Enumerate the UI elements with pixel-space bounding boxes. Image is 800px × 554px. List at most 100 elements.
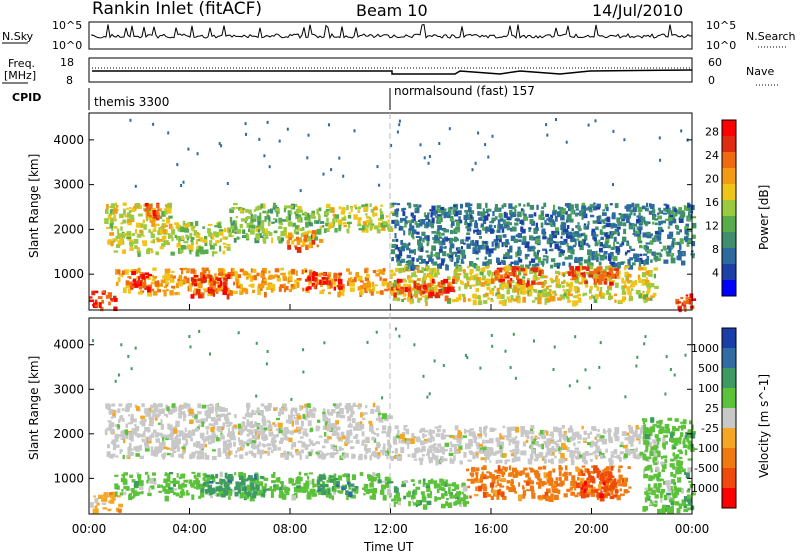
cell xyxy=(548,437,553,442)
cell xyxy=(412,236,415,240)
cell xyxy=(158,444,164,451)
cell xyxy=(370,477,374,483)
cell xyxy=(134,430,138,435)
band-4 xyxy=(316,474,356,497)
cell xyxy=(480,211,486,216)
cell xyxy=(449,243,455,249)
cell xyxy=(372,270,377,274)
cell xyxy=(587,433,590,439)
cell xyxy=(309,440,314,445)
cell xyxy=(152,228,157,232)
cell xyxy=(589,209,593,213)
cell xyxy=(395,492,400,497)
cell xyxy=(591,294,594,298)
cell xyxy=(114,491,118,497)
cell xyxy=(578,210,583,217)
cell xyxy=(346,494,349,501)
cell xyxy=(276,277,281,282)
cell xyxy=(619,444,624,448)
cell xyxy=(528,260,532,266)
cell xyxy=(273,424,277,428)
cell xyxy=(128,453,131,458)
cell xyxy=(507,298,513,303)
cell xyxy=(545,250,548,254)
cell xyxy=(355,434,359,438)
freq-bottom-tick: 8 xyxy=(66,74,73,87)
colorbar-swatch xyxy=(722,264,736,281)
speckle xyxy=(226,182,229,185)
cell xyxy=(445,289,450,294)
cell xyxy=(488,272,491,277)
cell xyxy=(502,234,507,238)
cell xyxy=(645,299,648,303)
cell xyxy=(413,215,416,222)
cell xyxy=(195,249,200,253)
cell xyxy=(236,206,239,209)
cell xyxy=(369,224,373,231)
cell xyxy=(178,239,181,244)
cell xyxy=(426,242,429,247)
cell xyxy=(506,296,510,300)
cell xyxy=(329,423,334,428)
cell xyxy=(111,298,115,302)
cell xyxy=(107,240,110,245)
cell xyxy=(218,229,224,233)
cell xyxy=(186,268,190,273)
cell xyxy=(337,278,343,285)
cell xyxy=(451,221,455,226)
cell xyxy=(117,233,121,237)
cell xyxy=(547,293,552,297)
cell xyxy=(555,444,559,448)
cell xyxy=(444,208,447,212)
cell xyxy=(277,477,281,483)
cell xyxy=(427,493,432,499)
cell xyxy=(109,422,115,427)
cell xyxy=(282,487,285,490)
cell xyxy=(145,276,149,279)
cell xyxy=(628,213,631,219)
cell xyxy=(258,283,263,289)
cell xyxy=(455,275,460,278)
cell xyxy=(123,437,126,444)
cell xyxy=(406,254,412,259)
cell xyxy=(323,280,328,285)
cell xyxy=(472,294,477,299)
cell xyxy=(217,451,222,457)
cell xyxy=(486,208,490,212)
speckle xyxy=(180,184,183,187)
cell xyxy=(396,288,401,294)
cell xyxy=(490,299,494,302)
cell xyxy=(588,452,594,456)
cell xyxy=(502,300,506,306)
cell xyxy=(426,500,432,506)
cell xyxy=(594,450,599,454)
cell xyxy=(378,412,382,416)
cell xyxy=(521,228,526,234)
cell xyxy=(602,219,606,224)
cell xyxy=(183,418,186,422)
cell xyxy=(463,452,467,458)
cell xyxy=(470,215,473,219)
cell xyxy=(537,444,543,448)
cell xyxy=(180,404,184,410)
speckle xyxy=(390,144,393,147)
cell xyxy=(204,241,208,246)
cell xyxy=(485,250,490,254)
cell xyxy=(267,447,272,450)
cell xyxy=(278,226,283,230)
cell xyxy=(407,260,413,265)
cell xyxy=(231,207,236,210)
cell xyxy=(372,472,376,477)
cell xyxy=(639,451,644,456)
cell xyxy=(596,439,599,443)
cell xyxy=(349,414,353,417)
cell xyxy=(464,219,467,222)
cell xyxy=(674,241,678,245)
cell xyxy=(246,419,249,424)
cell xyxy=(393,279,397,284)
cell xyxy=(629,296,634,301)
cell xyxy=(524,434,530,437)
cell xyxy=(295,413,301,416)
cell xyxy=(231,235,234,238)
cell xyxy=(174,234,177,238)
